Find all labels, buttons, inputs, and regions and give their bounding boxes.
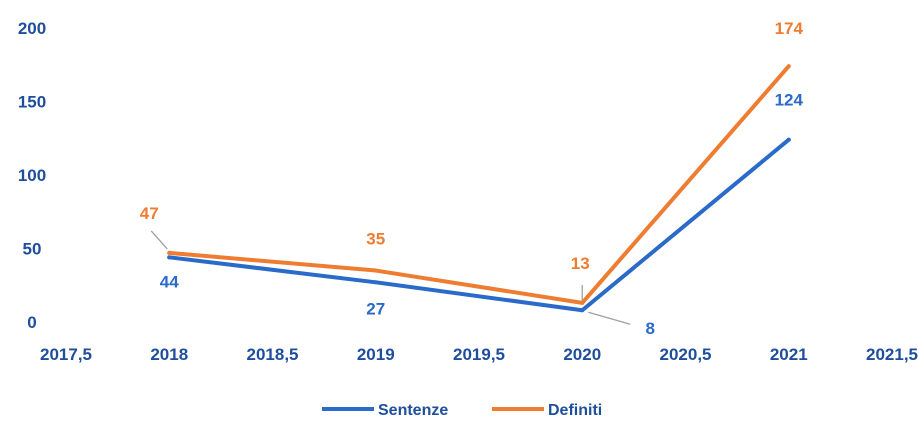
- x-tick-label: 2020: [563, 345, 601, 364]
- x-tick-label: 2017,5: [40, 345, 92, 364]
- y-tick-label: 200: [18, 19, 46, 38]
- data-point: [580, 308, 585, 313]
- y-tick-label: 0: [27, 313, 36, 332]
- x-tick-label: 2021: [770, 345, 808, 364]
- legend-label-definiti: Definiti: [548, 402, 602, 419]
- series-line-definiti: [167, 64, 791, 305]
- data-label: 44: [160, 272, 179, 291]
- series-line-sentenze: [167, 137, 791, 313]
- y-axis: 0 50 100 150 200: [18, 19, 46, 332]
- y-tick-label: 100: [18, 166, 46, 185]
- data-point: [167, 255, 172, 260]
- data-label: 13: [571, 254, 590, 273]
- data-labels: 44 27 8 124 47 35 13 174: [140, 19, 804, 338]
- data-label: 27: [366, 299, 385, 318]
- data-point: [373, 268, 378, 273]
- x-tick-label: 2019: [357, 345, 395, 364]
- data-label: 47: [140, 204, 159, 223]
- x-tick-label: 2018,5: [247, 345, 299, 364]
- series-layer: [167, 64, 791, 313]
- x-axis: 2017,5 2018 2018,5 2019 2019,5 2020 2020,5 2021…: [40, 345, 918, 364]
- data-point: [580, 300, 585, 305]
- x-tick-label: 2020,5: [660, 345, 712, 364]
- x-tick-label: 2021,5: [866, 345, 918, 364]
- x-tick-label: 2019,5: [453, 345, 505, 364]
- data-label: 8: [646, 319, 655, 338]
- legend-label-sentenze: Sentenze: [378, 402, 448, 419]
- data-label: 35: [366, 230, 385, 249]
- data-point: [786, 137, 791, 142]
- label-leader-line: [588, 311, 631, 325]
- label-leader-line: [150, 230, 168, 250]
- data-point: [167, 250, 172, 255]
- data-label: 124: [775, 91, 804, 110]
- y-tick-label: 50: [23, 240, 42, 259]
- x-tick-label: 2018: [150, 345, 188, 364]
- data-point: [373, 280, 378, 285]
- y-tick-label: 150: [18, 93, 46, 112]
- legend: Sentenze Definiti: [322, 402, 602, 419]
- data-label: 174: [775, 19, 804, 38]
- data-point: [786, 64, 791, 69]
